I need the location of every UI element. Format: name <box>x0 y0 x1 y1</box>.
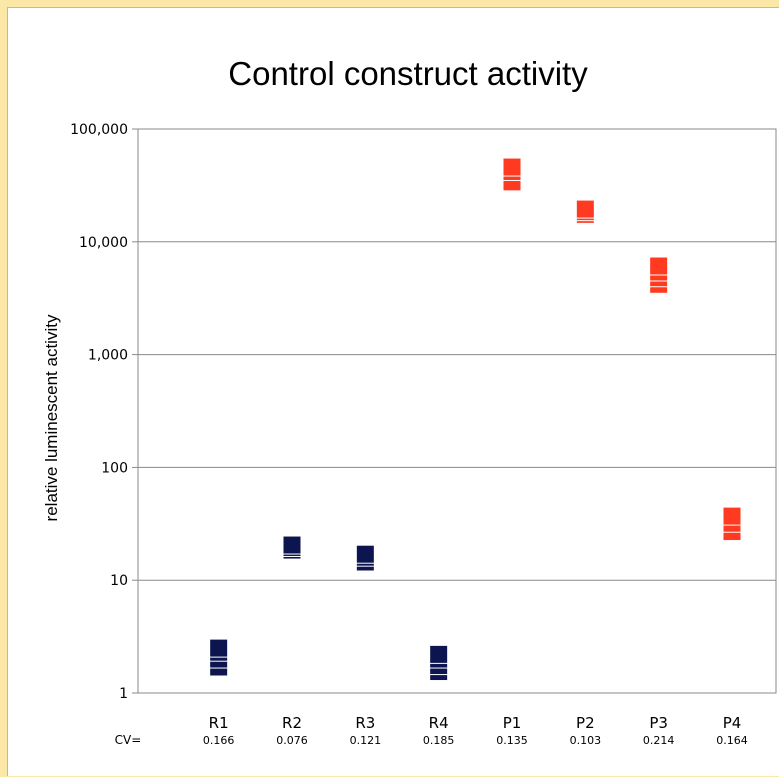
data-point <box>575 199 595 219</box>
y-tick-labels: 1 10 100 1,000 10,000 100,000 <box>70 122 128 702</box>
x-category-label: P2 <box>576 714 595 732</box>
y-tick-label: 10,000 <box>79 235 128 251</box>
x-category-label: P1 <box>503 714 522 732</box>
x-category-label: R1 <box>209 714 229 732</box>
x-category-label: P3 <box>649 714 668 732</box>
cv-value: 0.076 <box>276 734 308 747</box>
data-point <box>355 544 375 564</box>
x-category-label: R2 <box>282 714 302 732</box>
plot-area-border <box>137 128 777 694</box>
y-tick-label: 100 <box>101 460 128 476</box>
gridlines <box>132 128 777 694</box>
cv-value: 0.135 <box>496 734 528 747</box>
cv-value: 0.214 <box>643 734 675 747</box>
chart-frame: Control construct activity relative lumi… <box>7 7 779 776</box>
cv-label: CV= <box>115 733 142 747</box>
data-point <box>429 644 449 664</box>
chart-canvas: Control construct activity relative lumi… <box>42 55 777 747</box>
data-point <box>502 157 522 177</box>
y-tick-label: 100,000 <box>70 122 128 138</box>
y-tick-label: 10 <box>110 573 128 589</box>
cv-value: 0.185 <box>423 734 455 747</box>
data-point <box>209 638 229 658</box>
y-tick-label: 1 <box>119 686 128 702</box>
x-category-label: P4 <box>723 714 742 732</box>
x-category-labels: R1 R2 R3 R4 P1 P2 P3 P4 <box>209 714 742 732</box>
cv-value: 0.121 <box>350 734 382 747</box>
y-tick-label: 1,000 <box>88 348 128 364</box>
chart-title: Control construct activity <box>228 55 588 92</box>
data-point <box>649 256 669 276</box>
y-axis-label: relative luminescent activity <box>42 314 61 521</box>
cv-value: 0.166 <box>203 734 235 747</box>
data-points <box>209 157 742 682</box>
cv-value: 0.103 <box>570 734 602 747</box>
x-category-label: R4 <box>429 714 449 732</box>
cv-value: 0.164 <box>716 734 748 747</box>
data-point <box>722 506 742 526</box>
data-point <box>282 535 302 555</box>
x-category-label: R3 <box>355 714 375 732</box>
cv-values: 0.166 0.076 0.121 0.185 0.135 0.103 0.214 0.164 <box>203 734 748 747</box>
